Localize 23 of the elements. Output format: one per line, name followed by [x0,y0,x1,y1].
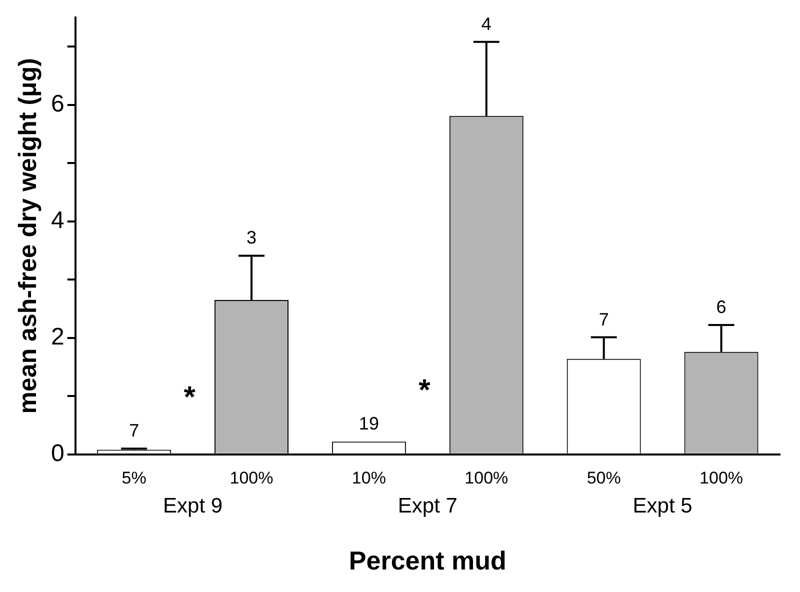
text: Expt 5 [632,494,692,518]
text: Expt 7 [398,494,458,518]
annotation: * [418,374,431,407]
annotation: 7 [598,309,609,330]
x-axis-title: Percent mud [348,546,506,576]
annotation: * [184,380,196,414]
x-tick-label: 50% [586,468,621,488]
text: Expt 9 [163,494,223,518]
annotation: 7 [129,420,140,441]
annotation: 3 [246,228,257,248]
x-tick-label: 100% [230,468,274,488]
x-tick-label: 5% [122,468,146,488]
y-tick-label: 0 [50,440,64,468]
x-tick-label: 10% [352,468,386,488]
y-tick-label: 4 [50,206,64,234]
y-axis-title: mean ash-free dry weight (μg) [14,58,42,414]
y-tick-label: 6 [50,90,64,118]
x-tick-label: 100% [700,468,744,488]
x-tick-label: 100% [464,468,508,488]
annotation: 6 [716,297,726,318]
annotation: 4 [481,14,492,34]
y-tick-label: 2 [50,323,64,350]
annotation: 19 [358,414,379,434]
